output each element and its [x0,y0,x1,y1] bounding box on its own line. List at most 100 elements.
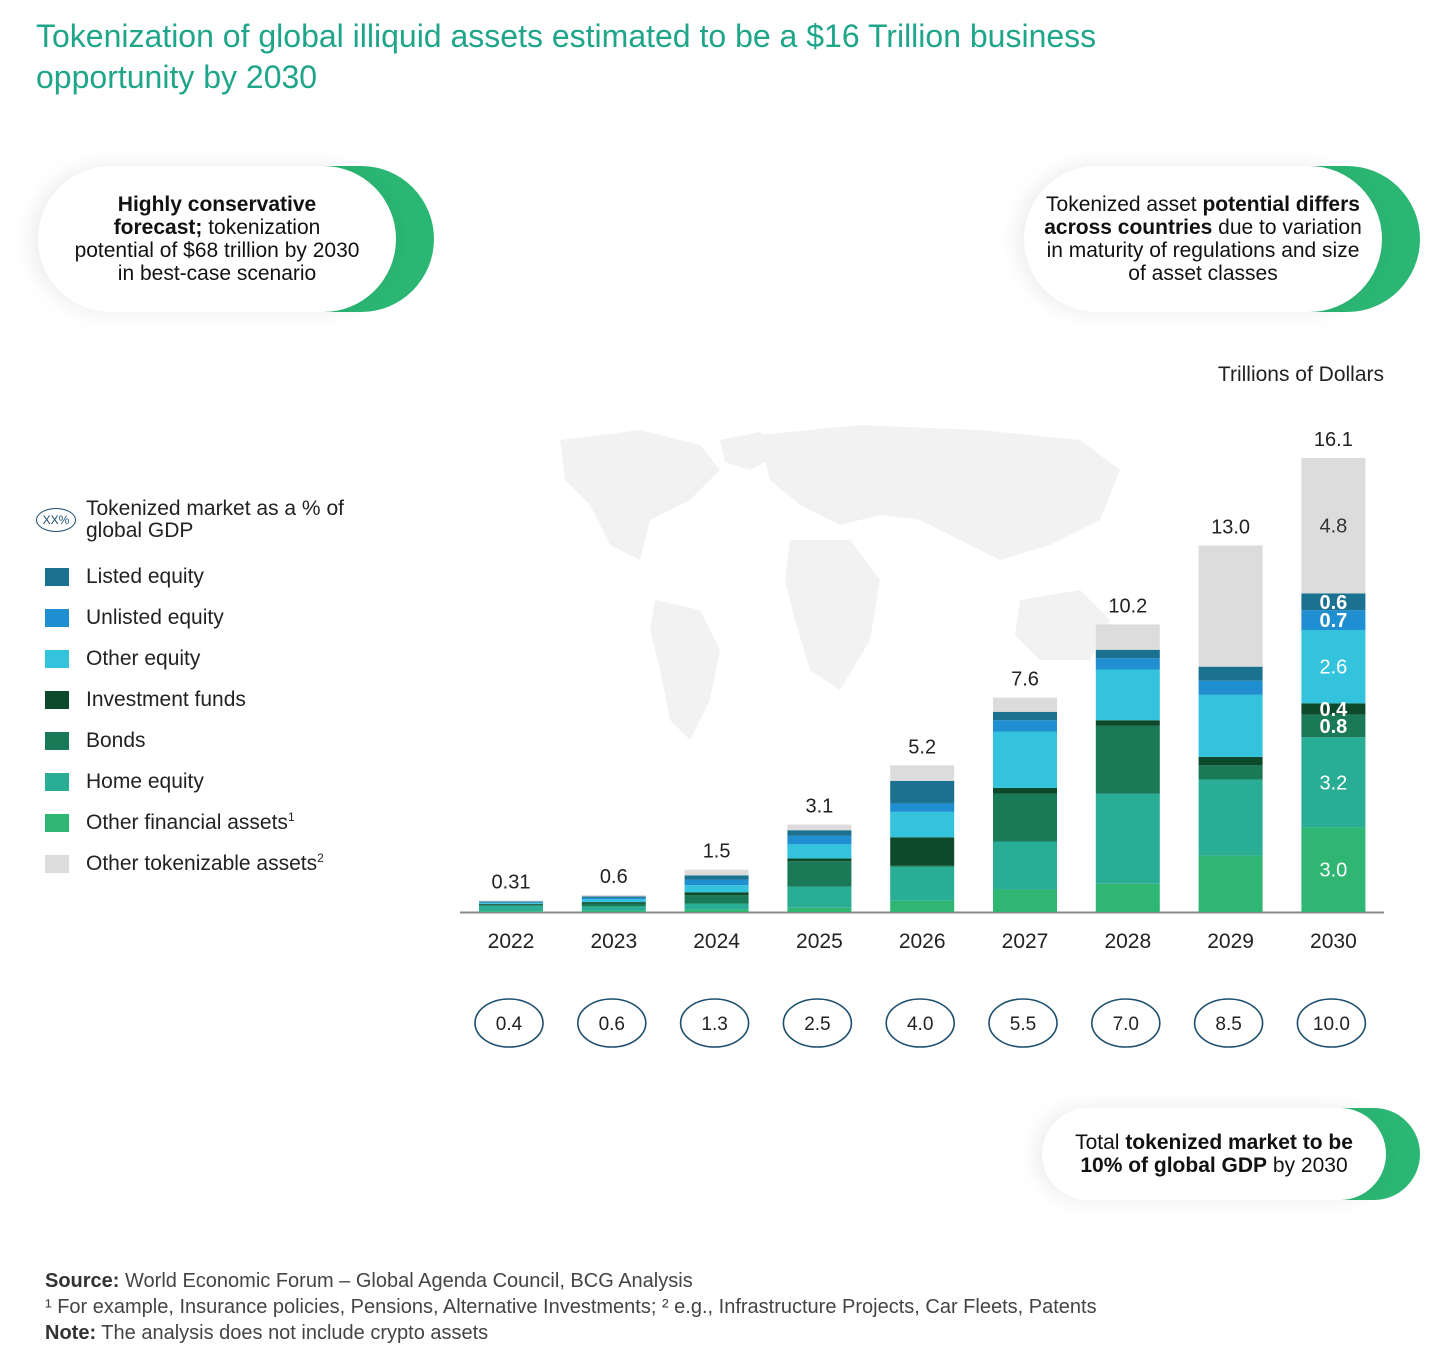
bar-segment [684,885,749,893]
bar-segment [1198,545,1263,667]
bar-segment [479,903,543,904]
gdp-percent-oval [576,998,647,1048]
bar-segment [993,793,1057,842]
legend-gdp-label: Tokenized market as a % of global GDP [86,497,344,542]
bar-segment [993,711,1057,721]
gdp-percent-label: 10.0 [1313,1014,1350,1035]
bar-segment [581,910,646,912]
bar-segment [479,911,543,912]
bar-segment [787,830,852,836]
bar-segment [581,906,646,911]
segment-value-label: 4.8 [1319,516,1347,538]
bar-segment [479,903,543,905]
bar-segment [479,900,543,902]
bar-segment [1301,827,1366,912]
bar-segment [1198,756,1263,766]
bar-total-label: 5.2 [908,736,936,758]
gdp-percent-label: 0.6 [599,1014,625,1035]
bar-segment [1301,703,1366,715]
bar-segment [1198,765,1263,780]
legend-gdp-row: XX% Tokenized market as a % of global GD… [36,498,356,542]
bar-segment [890,765,955,781]
bar-segment [1095,883,1160,912]
legend-footnote-marker: 2 [317,851,324,865]
segment-value-label: 0.6 [1319,592,1347,614]
gdp-percent-oval [885,998,956,1048]
source-line: Source: World Economic Forum – Global Ag… [45,1270,693,1292]
bar-segment [890,866,955,901]
bar-segment [581,896,646,898]
bar-segment [684,895,749,904]
callout-text: Tokenized asset potential differs across… [1044,193,1362,285]
bar-total-label: 0.6 [600,866,628,888]
bar-segment [993,697,1057,712]
bar-segment [1198,694,1263,757]
bar-segment [1095,669,1160,721]
callout-conservative-forecast: Highly conservative forecast; tokenizati… [38,166,434,312]
gdp-oval-icon: XX% [36,508,76,532]
bar-segment [479,905,543,912]
legend-item: Bonds [36,720,356,761]
bar-segment [890,865,955,867]
legend: XX% Tokenized market as a % of global GD… [36,498,356,884]
bar-segment [581,899,646,903]
legend-swatch [45,690,69,709]
x-tick-label: 2023 [590,930,637,953]
x-tick-label: 2030 [1310,930,1357,953]
bar-segment [1301,610,1366,631]
callout-country-potential: Tokenized asset potential differs across… [1024,166,1420,312]
gdp-percent-label: 1.3 [701,1014,727,1035]
legend-item: Unlisted equity [36,597,356,638]
bar-segment [684,903,749,910]
bar-total-label: 7.6 [1011,669,1039,691]
bar-segment [787,835,852,845]
legend-label: Bonds [86,728,146,752]
bar-segment [581,895,646,897]
bar-segment [581,897,646,900]
bar-total-label: 16.1 [1314,429,1353,451]
bar-segment [1301,737,1366,828]
x-tick-label: 2029 [1207,930,1254,953]
legend-item: Investment funds [36,679,356,720]
bar-segment [890,900,955,912]
bar-segment [1301,714,1366,738]
unit-label: Trillions of Dollars [1217,363,1384,386]
legend-swatch [45,813,69,832]
legend-swatch [45,608,69,627]
bar-segment [890,837,955,866]
legend-label: Other financial assets1 [86,810,295,834]
bar-segment [479,904,543,906]
x-tick-label: 2026 [899,930,946,953]
segment-value-label: 3.0 [1319,860,1347,882]
bar-segment [993,889,1057,912]
gdp-percent-oval [988,998,1058,1048]
bar-segment [890,780,955,804]
legend-label: Investment funds [86,687,246,711]
bar-segment [1095,658,1160,670]
bar-segment [581,902,646,904]
legend-swatch [45,772,69,791]
gdp-percent-label: 8.5 [1215,1014,1241,1035]
bar-segment [1095,720,1160,726]
note-line: Note: The analysis does not include cryp… [45,1322,489,1344]
gdp-percent-oval [679,998,750,1048]
x-tick-label: 2022 [488,930,535,953]
segment-value-label: 3.2 [1319,772,1347,794]
legend-footnote-marker: 1 [287,810,295,824]
legend-label: Listed equity [86,564,204,588]
bar-segment [1198,666,1263,681]
legend-item: Home equity [36,761,356,802]
bar-segment [993,731,1057,788]
bar-total-label: 1.5 [703,841,731,863]
footnote-line: ¹ For example, Insurance policies, Pensi… [45,1296,1097,1318]
bar-segment [890,811,955,838]
bar-total-label: 10.2 [1108,595,1147,617]
bar-segment [787,824,852,831]
callout-gdp-share: Total tokenized market to be 10% of glob… [1042,1108,1420,1200]
bar-segment [1301,593,1366,611]
bar-segment [993,787,1057,794]
legend-label: Unlisted equity [86,605,224,629]
callout-pill: Highly conservative forecast; tokenizati… [38,166,396,312]
legend-swatch [45,649,69,668]
legend-label: Other tokenizable assets2 [86,851,324,875]
